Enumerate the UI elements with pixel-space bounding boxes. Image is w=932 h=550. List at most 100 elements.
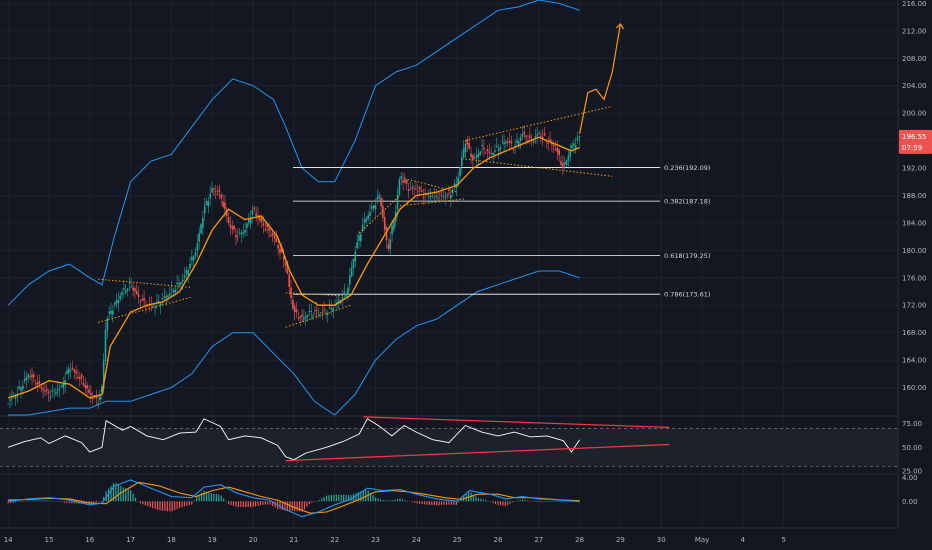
candle-body-147 (277, 244, 279, 249)
candle-body-107 (203, 206, 206, 214)
candle-body-263 (490, 153, 493, 155)
candle-body-92 (176, 282, 178, 285)
candle-body-241 (450, 194, 452, 199)
candle-body-150 (282, 256, 285, 261)
candle-body-37 (75, 371, 77, 374)
macd-hist-bar-220 (546, 501, 548, 503)
candle-body-135 (255, 213, 257, 216)
candle-body-98 (187, 270, 189, 276)
y-tick-label-7: 188.00 (902, 192, 927, 200)
macd-hist-bar-144 (360, 491, 362, 502)
candle-body-131 (247, 218, 250, 223)
candle-body-295 (549, 139, 551, 142)
macd-hist-bar-14 (41, 500, 44, 502)
candle-body-235 (439, 192, 441, 194)
macd-hist-bar-47 (122, 487, 124, 502)
candle-body-34 (69, 370, 72, 372)
macd-hist-bar-211 (524, 499, 526, 502)
candle-body-67 (130, 286, 133, 288)
candle-body-97 (185, 269, 188, 274)
macd-hist-bar-22 (61, 501, 63, 503)
macd-hist-bar-226 (561, 501, 563, 502)
x-tick-label-5: 19 (208, 536, 217, 544)
candle-body-288 (536, 134, 538, 136)
candle-body-246 (459, 167, 461, 177)
candle-body-27 (56, 389, 59, 392)
candle-body-224 (418, 187, 421, 190)
candle-body-108 (205, 201, 208, 206)
macd-hist-bar-166 (414, 501, 416, 503)
macd-hist-bar-173 (431, 501, 433, 506)
candle-body-134 (253, 207, 256, 209)
candle-body-191 (358, 235, 360, 241)
macd-hist-bar-202 (502, 501, 504, 506)
candle-body-176 (330, 307, 333, 310)
candle-body-276 (514, 145, 516, 147)
candle-body-272 (506, 141, 509, 143)
rsi-tick-label-2: 25.00 (902, 468, 922, 476)
candle-body-4 (14, 396, 17, 399)
macd-hist-bar-57 (147, 501, 149, 507)
macd-hist-bar-0 (7, 501, 9, 504)
candle-body-103 (196, 242, 199, 251)
macd-hist-bar-91 (230, 501, 232, 505)
macd-hist-bar-102 (257, 501, 259, 506)
candle-body-87 (167, 295, 169, 298)
macd-hist-bar-134 (335, 494, 337, 502)
candle-body-96 (183, 275, 186, 279)
macd-hist-bar-184 (458, 501, 460, 503)
macd-hist-bar-67 (171, 501, 173, 512)
candle-body-231 (431, 196, 434, 198)
fib-label-1: 0.382(187.18) (664, 198, 710, 206)
candle-body-53 (104, 329, 107, 361)
macd-hist-bar-159 (396, 499, 399, 502)
macd-hist-bar-149 (372, 495, 374, 502)
candle-body-157 (295, 309, 298, 312)
macd-hist-bar-142 (355, 493, 357, 502)
candle-body-24 (51, 391, 54, 392)
candle-body-207 (387, 244, 390, 250)
candle-body-286 (532, 140, 535, 143)
macd-hist-bar-179 (445, 501, 448, 505)
macd-hist-bar-156 (389, 500, 391, 502)
macd-hist-bar-229 (568, 501, 570, 502)
macd-hist-bar-55 (142, 501, 144, 505)
x-tick-label-3: 17 (126, 536, 135, 544)
candle-body-279 (519, 137, 522, 141)
candle-body-25 (53, 389, 55, 391)
candle-body-256 (477, 153, 480, 158)
candle-body-22 (47, 391, 50, 394)
candle-body-177 (332, 308, 335, 311)
candle-body-280 (521, 133, 524, 137)
candle-body-163 (306, 315, 309, 318)
candle-body-44 (88, 389, 90, 393)
macd-hist-bar-74 (188, 501, 190, 506)
candle-body-29 (60, 385, 63, 387)
candle-body-2 (11, 397, 13, 399)
candle-body-290 (540, 135, 542, 137)
macd-hist-bar-212 (526, 500, 528, 502)
trendline-6 (399, 198, 466, 207)
candle-body-184 (345, 294, 347, 297)
macd-hist-bar-9 (29, 500, 31, 502)
macd-hist-bar-213 (529, 501, 531, 502)
candle-body-21 (45, 388, 48, 391)
macd-hist-bar-64 (164, 501, 166, 511)
macd-hist-bar-180 (448, 501, 450, 505)
candle-body-32 (66, 370, 68, 375)
candle-body-222 (415, 188, 417, 190)
y-tick-label-3: 204.00 (902, 82, 927, 90)
fib-label-2: 0.618(179.25) (664, 252, 710, 260)
candle-body-141 (266, 224, 268, 228)
macd-hist-bar-129 (323, 497, 325, 502)
macd-hist-bar-203 (504, 501, 506, 506)
macd-hist-bar-224 (556, 501, 558, 502)
candle-body-49 (97, 403, 99, 405)
x-tick-label-2: 16 (85, 536, 94, 544)
candle-body-255 (475, 155, 478, 159)
macd-hist-bar-40 (105, 491, 107, 502)
projection-arrow (616, 23, 624, 30)
macd-hist-bar-165 (411, 501, 413, 503)
